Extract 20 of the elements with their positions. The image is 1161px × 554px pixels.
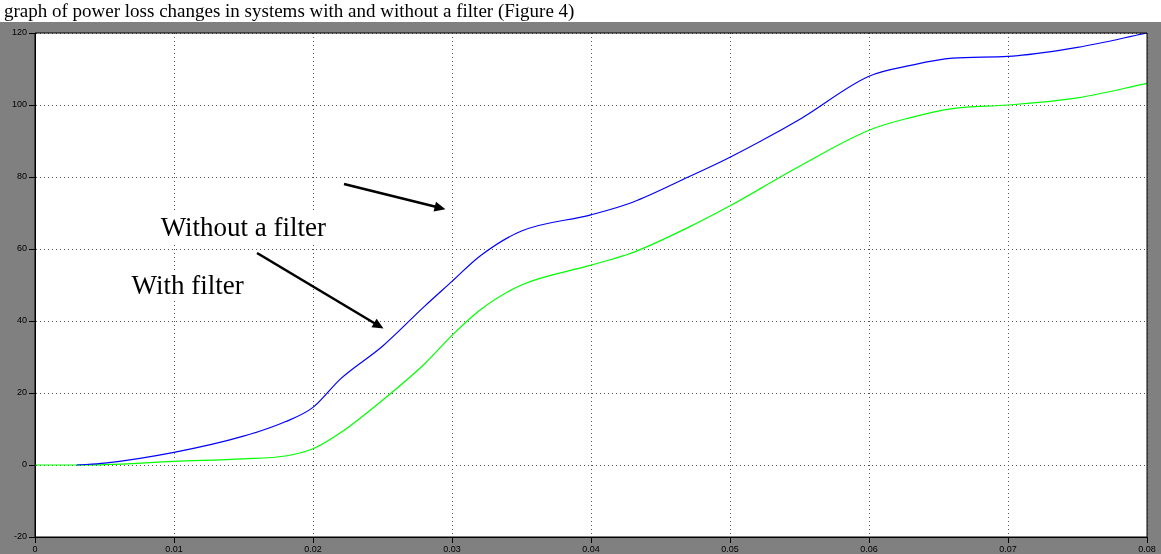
x-tick-label: 0 (32, 543, 38, 554)
x-tick-label: 0.07 (999, 543, 1017, 554)
chart-title: graph of power loss changes in systems with and without a filter (Figure 4) (4, 0, 575, 22)
y-tick-label: 60 (16, 243, 27, 254)
x-tick-label: 0.02 (304, 543, 322, 554)
y-tick-label: 40 (16, 315, 27, 326)
y-tick-label: -20 (13, 531, 27, 542)
x-tick-label: 0.03 (443, 543, 461, 554)
y-tick-label: 120 (11, 27, 27, 38)
y-tick-label: 100 (11, 99, 27, 110)
annotation: Without a filter (158, 211, 329, 243)
x-tick-label: 0.08 (1138, 543, 1156, 554)
x-tick-label: 0.05 (721, 543, 739, 554)
y-tick-label: 0 (21, 459, 27, 470)
y-tick-label: 20 (16, 387, 27, 398)
annotation: With filter (129, 269, 246, 301)
y-tick-label: 80 (16, 171, 27, 182)
x-tick-label: 0.01 (165, 543, 183, 554)
x-tick-label: 0.06 (860, 543, 878, 554)
x-tick-label: 0.04 (582, 543, 600, 554)
